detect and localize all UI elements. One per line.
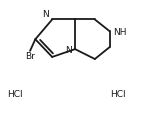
Text: N: N xyxy=(65,45,72,54)
Text: HCl: HCl xyxy=(110,89,126,98)
Text: Br: Br xyxy=(25,52,34,61)
Text: NH: NH xyxy=(113,28,126,36)
Text: HCl: HCl xyxy=(8,89,23,98)
Text: N: N xyxy=(42,10,49,19)
